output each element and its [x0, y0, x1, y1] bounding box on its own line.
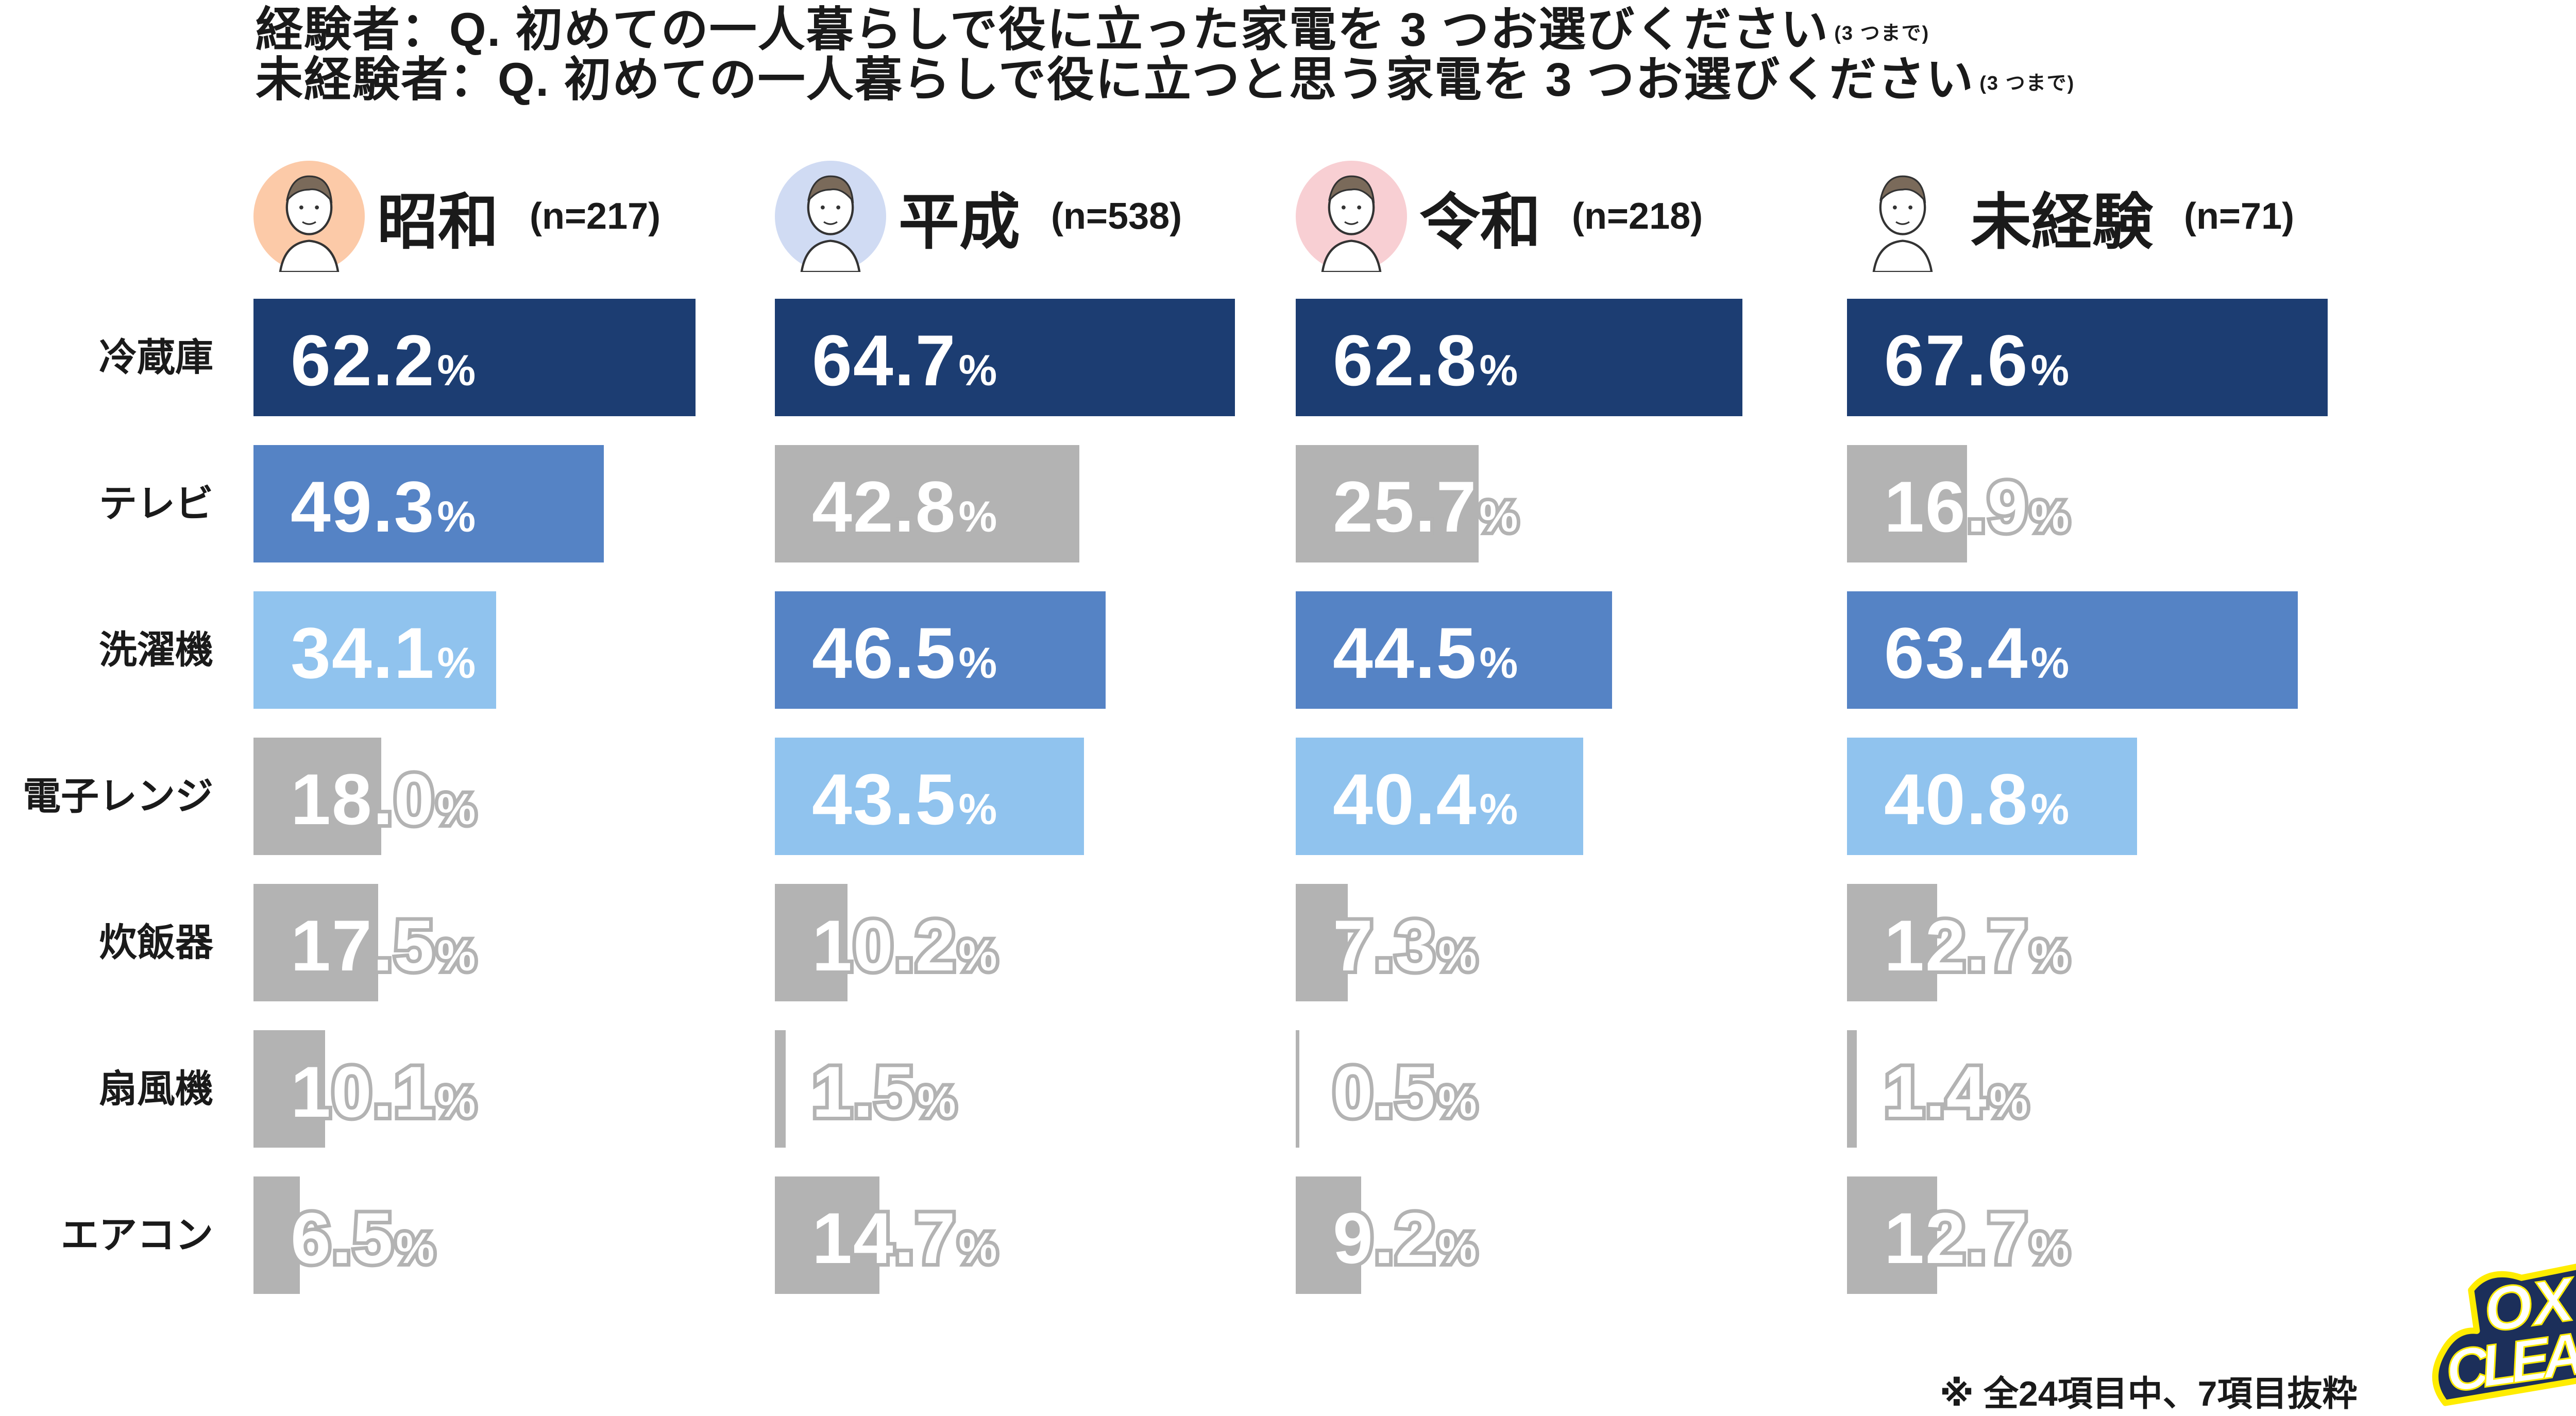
category-label: 扇風機: [99, 1067, 213, 1110]
bar: [775, 1176, 879, 1294]
category-label: 冷蔵庫: [99, 336, 213, 379]
avatar: [1847, 161, 1958, 274]
data-label: 7.3%: [1329, 901, 1480, 990]
group-header: 平成 (n=538): [775, 157, 1182, 276]
data-label: 43.5%: [812, 759, 998, 840]
bar: [253, 591, 496, 709]
data-label: 44.5%: [1333, 612, 1519, 693]
bar: [775, 445, 1079, 562]
bar: [253, 884, 378, 1001]
bar: [253, 738, 382, 855]
sample-size: (n=538): [1051, 196, 1182, 237]
bar: [775, 738, 1084, 855]
oxiclean-logo: OXI CLEAN: [2432, 1262, 2576, 1406]
sample-size: (n=218): [1572, 196, 1703, 237]
data-label: 64.7%: [812, 320, 998, 401]
bar: [1296, 884, 1348, 1001]
chart-title-line1: 経験者：Q. 初めての一人暮らしで役に立った家電を 3 つお選びください (3 つ…: [256, 4, 1930, 56]
category-label: 電子レンジ: [23, 775, 213, 817]
group-name: 令和: [1419, 188, 1541, 257]
category-label: 洗濯機: [99, 628, 213, 671]
sample-size: (n=217): [530, 196, 661, 237]
data-label: 46.5%: [812, 612, 998, 693]
data-label: 25.7%: [1329, 463, 1521, 551]
group-name: 平成: [899, 188, 1021, 257]
chart-title-line2: 未経験者：Q. 初めての一人暮らしで役に立つと思う家電を 3 つお選びください(…: [256, 54, 2075, 106]
bar: [253, 1176, 300, 1294]
group-name: 昭和: [377, 188, 499, 257]
data-label: 9.2%: [1329, 1194, 1480, 1282]
data-label: 62.2%: [291, 320, 477, 401]
group-name: 未経験: [1971, 188, 2154, 257]
data-label: 18.0%: [287, 755, 479, 843]
bar: [1847, 1176, 1938, 1294]
svg-text:OXI: OXI: [2480, 1262, 2576, 1345]
data-label: 1.4%: [1880, 1048, 2031, 1136]
bar: [775, 884, 848, 1001]
avatar: [253, 161, 365, 274]
data-label: 17.5%: [287, 901, 479, 990]
data-label: 16.9%: [1880, 463, 2073, 551]
data-label: 6.5%: [287, 1194, 438, 1282]
bar: [1296, 1030, 1299, 1148]
data-label: 10.1%: [287, 1048, 479, 1136]
data-label: 10.2%: [808, 901, 1001, 990]
data-label: 12.7%: [1880, 1194, 2073, 1282]
bar: [1296, 738, 1583, 855]
bar: [1847, 591, 2298, 709]
bar: [1847, 884, 1938, 1001]
bar: [1847, 299, 2328, 416]
bar: [775, 591, 1106, 709]
bar: [253, 445, 604, 562]
category-label: 炊飯器: [99, 921, 213, 964]
bar: [775, 1030, 786, 1148]
bar: [1296, 1176, 1361, 1294]
sample-size: (n=71): [2184, 196, 2295, 237]
category-label: エアコン: [61, 1214, 213, 1256]
bar: [253, 299, 696, 416]
data-label: 34.1%: [291, 612, 477, 693]
data-label: 42.8%: [808, 463, 1001, 551]
bar: [1847, 1030, 1857, 1148]
group-header: 昭和 (n=217): [253, 157, 660, 276]
footnote: ※ 全24項目中、7項目抜粋: [1940, 1374, 2358, 1413]
bar: [1296, 591, 1613, 709]
bar: [1847, 738, 2138, 855]
data-label: 1.5%: [808, 1048, 959, 1136]
data-label: 63.4%: [1884, 612, 2071, 693]
data-label: 49.3%: [291, 466, 477, 547]
avatar: [1296, 161, 1407, 274]
data-label: 40.8%: [1884, 759, 2071, 840]
bar: [1847, 445, 1968, 562]
data-label: 67.6%: [1884, 320, 2071, 401]
bar: [775, 299, 1235, 416]
avatar: [775, 161, 886, 274]
data-label: 0.5%: [1329, 1048, 1480, 1136]
data-label: 62.8%: [1333, 320, 1519, 401]
bar: [1296, 445, 1479, 562]
data-label: 14.7%: [808, 1194, 1001, 1282]
data-label: 12.7%: [1880, 901, 2073, 990]
category-label: テレビ: [99, 482, 213, 525]
group-header: 未経験 (n=71): [1847, 157, 2294, 276]
bar: [1296, 299, 1742, 416]
data-label: 40.4%: [1333, 759, 1519, 840]
group-header: 令和 (n=218): [1296, 157, 1703, 276]
bar: [253, 1030, 326, 1148]
